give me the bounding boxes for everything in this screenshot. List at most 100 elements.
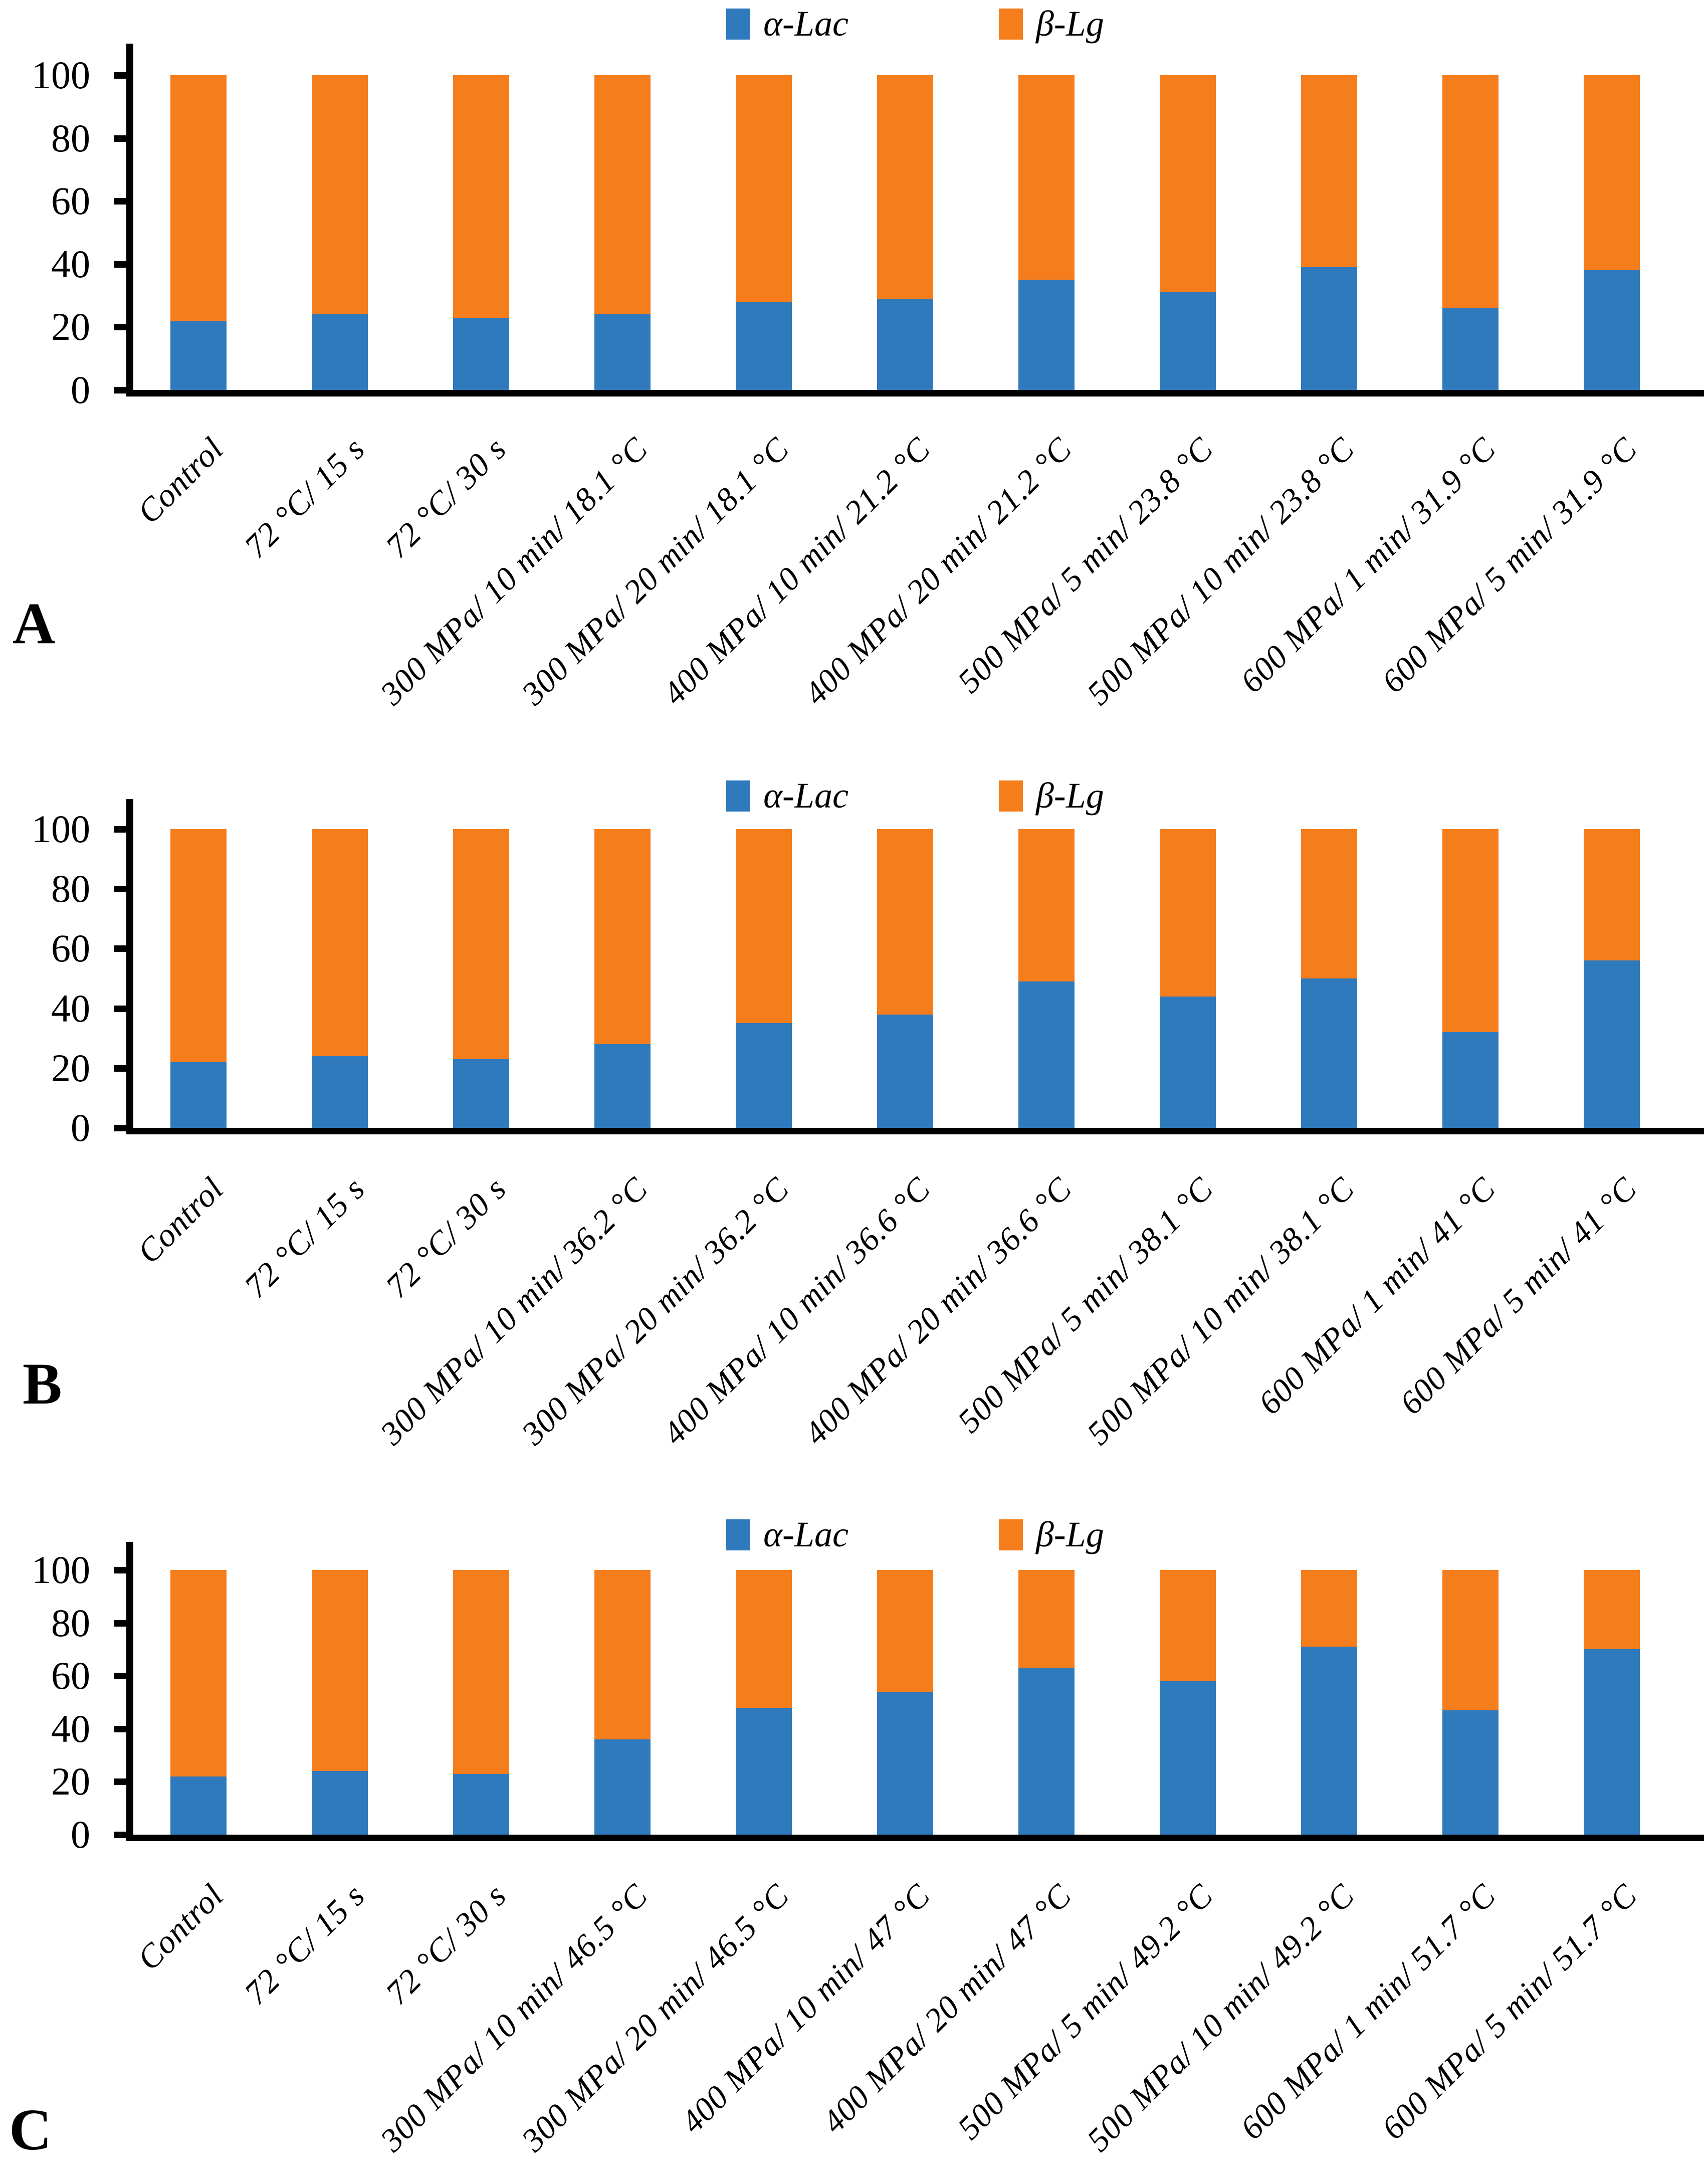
y-tick-label: 100	[32, 807, 90, 851]
blg-bar-segment	[453, 1570, 509, 1774]
alac-bar-segment	[594, 314, 651, 390]
x-axis-category-label: 600 MPa/ 1 min/ 41 °C	[1251, 1170, 1503, 1422]
bar	[1584, 75, 1640, 390]
bar	[877, 829, 933, 1128]
x-axis-category-label: 500 MPa/ 10 min/ 49.2 °C	[1080, 1877, 1362, 2159]
bar	[312, 75, 368, 390]
panel-label: C	[9, 2097, 52, 2162]
blg-bar-segment	[594, 829, 651, 1045]
x-axis-category-label: 400 MPa/ 10 min/ 47 °C	[674, 1877, 938, 2141]
y-tick-label: 0	[71, 1813, 90, 1856]
blg-bar-segment	[594, 1570, 651, 1739]
y-tick-mark	[114, 324, 126, 331]
alac-bar-segment	[1301, 267, 1357, 390]
blg-bar-segment	[736, 1570, 792, 1708]
y-tick-label: 20	[51, 305, 90, 349]
alac-bar-segment	[1584, 1649, 1640, 1835]
bar	[1442, 829, 1499, 1128]
blg-bar-segment	[594, 75, 651, 315]
y-tick-mark	[114, 1567, 126, 1573]
bar	[312, 1570, 368, 1835]
x-axis-category-label: 72 °C/ 15 s	[237, 430, 372, 565]
bar	[1584, 1570, 1640, 1835]
blg-legend-label: β-Lg	[1035, 4, 1104, 44]
alac-bar-segment	[877, 1014, 933, 1128]
blg-legend-label: β-Lg	[1035, 775, 1104, 816]
x-axis-category-label: 400 MPa/ 10 min/ 36.6 °C	[656, 1170, 938, 1452]
blg-bar-segment	[1584, 829, 1640, 961]
bar	[736, 75, 792, 390]
bar	[170, 829, 227, 1128]
x-axis-category-label: Control	[130, 430, 231, 531]
alac-bar-segment	[1301, 1647, 1357, 1835]
y-tick-label: 80	[51, 867, 90, 911]
bar	[736, 1570, 792, 1835]
x-axis-category-label: Control	[130, 1170, 231, 1271]
alac-legend-label: α-Lac	[763, 775, 848, 816]
bar	[594, 1570, 651, 1835]
bar	[170, 75, 227, 390]
bar	[1160, 829, 1216, 1128]
alac-bar-segment	[1442, 1710, 1499, 1835]
bar	[453, 1570, 509, 1835]
alac-bar-segment	[1584, 960, 1640, 1128]
alac-bar-segment	[1584, 270, 1640, 390]
blg-bar-segment	[312, 75, 368, 315]
blg-bar-segment	[877, 829, 933, 1015]
y-tick-label: 80	[51, 116, 90, 160]
alac-bar-segment	[453, 1773, 509, 1835]
x-axis-category-label: 300 MPa/ 20 min/ 18.1 °C	[514, 430, 796, 712]
y-tick-mark	[114, 198, 126, 205]
chart-panel-a: α-Lac β-Lg 0 20 40 60 80 100 Control 72 °C/ 15 …	[0, 0, 1708, 727]
y-tick-mark	[114, 1005, 126, 1012]
y-tick-label: 60	[51, 1654, 90, 1698]
x-axis-category-label: 72 °C/ 30 s	[378, 1877, 514, 2012]
bar	[594, 829, 651, 1128]
y-tick-label: 0	[71, 368, 90, 412]
plot-area: 0 20 40 60 80 100 Control 72 °C/ 15 s 72 °C/ 30 …	[0, 727, 1708, 1484]
y-tick-mark	[114, 1673, 126, 1680]
y-tick-mark	[114, 1832, 126, 1838]
blg-bar-segment	[1160, 829, 1216, 997]
x-axis-category-label: 400 MPa/ 20 min/ 36.6 °C	[797, 1170, 1079, 1452]
legend-item-alac: α-Lac	[726, 775, 848, 817]
x-axis-category-label: 300 MPa/ 10 min/ 46.5 °C	[373, 1877, 655, 2159]
y-tick-label: 100	[32, 53, 90, 97]
x-axis-category-label: 500 MPa/ 5 min/ 38.1 °C	[950, 1170, 1220, 1440]
blg-bar-segment	[1442, 75, 1499, 308]
y-tick-label: 60	[51, 179, 90, 223]
bar	[1584, 829, 1640, 1128]
bar	[877, 75, 933, 390]
bar	[453, 75, 509, 390]
bar	[1301, 1570, 1357, 1835]
alac-bar-segment	[736, 302, 792, 390]
x-axis	[126, 390, 1704, 397]
blg-bar-segment	[1018, 829, 1075, 981]
blg-bar-segment	[312, 829, 368, 1056]
panel-label: A	[13, 590, 56, 656]
x-axis-category-label: 300 MPa/ 10 min/ 36.2 °C	[373, 1170, 655, 1452]
y-tick-mark	[114, 1620, 126, 1627]
bar	[1301, 75, 1357, 390]
blg-legend-label: β-Lg	[1035, 1514, 1104, 1554]
x-axis-category-label: 500 MPa/ 10 min/ 38.1 °C	[1080, 1170, 1362, 1452]
alac-legend-swatch	[726, 8, 751, 40]
legend-item-blg: β-Lg	[998, 775, 1104, 817]
bar	[312, 829, 368, 1128]
alac-bar-segment	[877, 298, 933, 390]
chart-legend: α-Lac β-Lg	[126, 1514, 1704, 1555]
blg-bar-segment	[1160, 75, 1216, 293]
y-tick-label: 100	[32, 1548, 90, 1592]
bar	[1160, 75, 1216, 390]
x-axis-category-label: 300 MPa/ 20 min/ 46.5 °C	[514, 1877, 796, 2159]
alac-bar-segment	[594, 1044, 651, 1128]
chart-legend: α-Lac β-Lg	[126, 3, 1704, 45]
plot-area: 0 20 40 60 80 100 Control 72 °C/ 15 s 72 °C/ 30 …	[0, 1484, 1708, 2178]
y-tick-mark	[114, 826, 126, 833]
bar	[1160, 1570, 1216, 1835]
alac-legend-label: α-Lac	[763, 1514, 848, 1554]
y-tick-mark	[114, 1725, 126, 1732]
chart-panel-b: α-Lac β-Lg 0 20 40 60 80 100 Control 72 °C/ 15 …	[0, 727, 1708, 1484]
y-tick-mark	[114, 72, 126, 79]
blg-bar-segment	[736, 829, 792, 1024]
